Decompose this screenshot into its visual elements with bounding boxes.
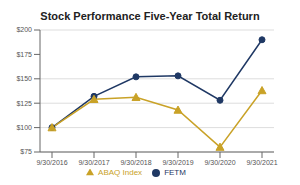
svg-text:$125: $125 xyxy=(16,100,32,107)
svg-text:9/30/2021: 9/30/2021 xyxy=(246,159,277,166)
svg-text:$150: $150 xyxy=(16,75,32,82)
html-text:Stock Performance Five-Year To: Stock Performance Five-Year Total Return xyxy=(40,10,260,22)
svg-text:$200: $200 xyxy=(16,26,32,33)
html-text:ABAQ Index: ABAQ Index xyxy=(98,168,143,177)
svg-text:$100: $100 xyxy=(16,124,32,131)
svg-text:$175: $175 xyxy=(16,51,32,58)
svg-text:9/30/2018: 9/30/2018 xyxy=(120,159,151,166)
svg-text:9/30/2017: 9/30/2017 xyxy=(78,159,109,166)
svg-text:9/30/2016: 9/30/2016 xyxy=(36,159,67,166)
svg-text:9/30/2019: 9/30/2019 xyxy=(162,159,193,166)
svg-text:$75: $75 xyxy=(20,148,32,155)
svg-text:9/30/2020: 9/30/2020 xyxy=(204,159,235,166)
html-text:FETM: FETM xyxy=(164,168,186,177)
